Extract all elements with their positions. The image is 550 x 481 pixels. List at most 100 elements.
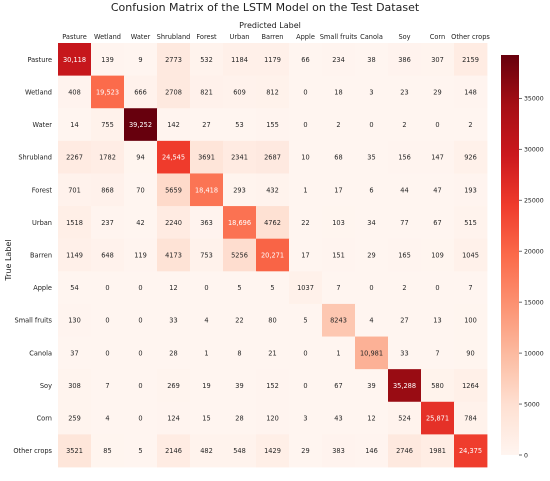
x-tick-label: Shrubland (157, 33, 191, 41)
colorbar-tick-label: 30000 (524, 147, 544, 154)
cell-value-label: 28 (235, 415, 243, 423)
heatmap-cell (58, 238, 92, 272)
heatmap-cell (58, 43, 92, 77)
cell-value-label: 4762 (264, 219, 281, 227)
cell-value-label: 1981 (429, 447, 446, 455)
cell-value-label: 812 (266, 88, 279, 96)
cell-value-label: 15 (202, 415, 210, 423)
cell-value-label: 755 (101, 121, 114, 129)
cell-value-label: 234 (332, 56, 345, 64)
heatmap-cell (256, 108, 290, 142)
heatmap-cell (223, 43, 257, 77)
heatmap-cell (91, 140, 125, 174)
cell-value-label: 12 (169, 284, 177, 292)
y-tick-label: Urban (32, 219, 52, 227)
cell-value-label: 35 (367, 154, 375, 162)
y-tick-label: Corn (37, 415, 52, 423)
heatmap-cell (322, 336, 356, 370)
colorbar-tick-label: 10000 (524, 350, 544, 357)
heatmap-cell (124, 238, 158, 272)
cell-value-label: 2746 (396, 447, 413, 455)
heatmap-cell (256, 206, 290, 240)
heatmap-cell (388, 434, 422, 468)
heatmap-cell (58, 108, 92, 142)
cell-value-label: 0 (138, 382, 142, 390)
heatmap-cell (223, 173, 257, 207)
x-tick-labels: Pasture Wetland Water Shrubland Forest Urban B… (62, 33, 490, 41)
cell-value-label: 22 (301, 219, 309, 227)
x-tick-label: Pasture (62, 33, 87, 41)
heatmap-cell (190, 238, 224, 272)
colorbar-tick-label: 0 (524, 452, 528, 459)
heatmap-cell (91, 206, 125, 240)
heatmap-cell (454, 173, 488, 207)
cell-value-label: 868 (101, 186, 114, 194)
cell-value-label: 259 (68, 415, 81, 423)
heatmap-cell (223, 238, 257, 272)
heatmap-cell (355, 173, 389, 207)
cell-value-label: 30,118 (63, 56, 86, 64)
cell-value-label: 0 (138, 349, 142, 357)
heatmap-cell (124, 369, 158, 403)
heatmap-cell (223, 336, 257, 370)
x-axis-label: Predicted Label (239, 21, 301, 30)
heatmap-cell (223, 108, 257, 142)
cell-value-label: 2267 (66, 154, 83, 162)
cell-value-label: 23 (400, 88, 408, 96)
cell-value-label: 5 (303, 317, 307, 325)
heatmap-cell (91, 238, 125, 272)
heatmap-cell (421, 336, 455, 370)
cell-value-label: 1518 (66, 219, 83, 227)
heatmap-cell (124, 140, 158, 174)
chart-title: Confusion Matrix of the LSTM Model on th… (111, 1, 420, 14)
cell-value-label: 103 (332, 219, 345, 227)
cell-value-label: 44 (400, 186, 408, 194)
heatmap-cell (91, 75, 125, 109)
heatmap-cell (421, 75, 455, 109)
heatmap-cell (223, 434, 257, 468)
cell-value-label: 5 (237, 284, 241, 292)
x-tick-label: Barren (262, 33, 284, 41)
heatmap-cell (388, 75, 422, 109)
cell-value-label: 1 (303, 186, 307, 194)
cell-value-label: 8243 (330, 317, 347, 325)
cell-value-label: 67 (433, 219, 441, 227)
heatmap-cell (289, 140, 323, 174)
cell-value-label: 25,871 (426, 415, 449, 423)
x-tick-label: Forest (196, 33, 217, 41)
heatmap-cell (289, 336, 323, 370)
cell-value-label: 2240 (165, 219, 182, 227)
cell-value-label: 18 (334, 88, 342, 96)
cell-value-label: 155 (266, 121, 279, 129)
cell-value-label: 148 (464, 88, 477, 96)
cell-value-label: 14 (70, 121, 78, 129)
cell-value-label: 39 (235, 382, 243, 390)
cell-value-label: 926 (464, 154, 477, 162)
cell-value-label: 94 (136, 154, 144, 162)
cell-value-label: 17 (301, 252, 309, 260)
heatmap-cell (91, 271, 125, 305)
colorbar-tick-label: 20000 (524, 248, 544, 255)
heatmap-cell (355, 140, 389, 174)
cell-value-label: 784 (464, 415, 477, 423)
heatmap-cell (190, 108, 224, 142)
x-tick-label: Corn (430, 33, 445, 41)
cell-value-label: 2773 (165, 56, 182, 64)
colorbar-tick-label: 35000 (524, 96, 544, 103)
y-tick-label: Pasture (27, 56, 52, 64)
cell-value-label: 9 (138, 56, 142, 64)
cell-value-label: 2687 (264, 154, 281, 162)
cell-value-label: 27 (202, 121, 210, 129)
heatmap-cell (157, 271, 191, 305)
colorbar-ticks: 0 5000 10000 15000 20000 25000 30000 35000 (519, 96, 544, 459)
cell-value-label: 5 (138, 447, 142, 455)
cell-value-label: 19,523 (96, 88, 119, 96)
cell-value-label: 1179 (264, 56, 281, 64)
heatmap-cell (256, 43, 290, 77)
heatmap-cell (157, 75, 191, 109)
heatmap-cell (256, 271, 290, 305)
heatmap-cell (157, 206, 191, 240)
cell-value-label: 307 (431, 56, 444, 64)
heatmap-cell (289, 43, 323, 77)
cell-value-label: 3691 (198, 154, 215, 162)
